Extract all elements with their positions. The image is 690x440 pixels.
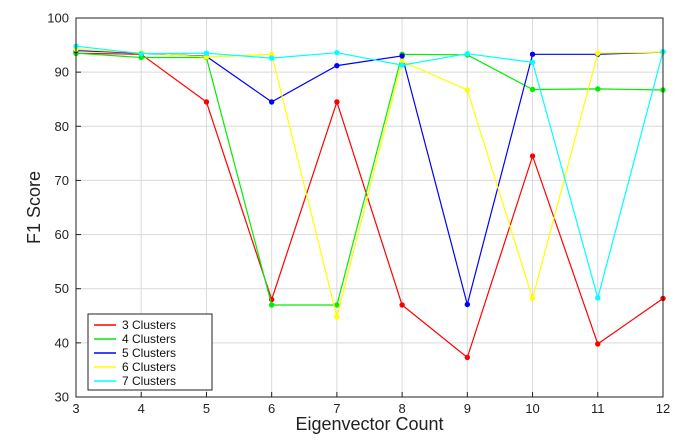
y-tick-label: 30 [55, 390, 69, 405]
x-tick-label: 5 [203, 401, 210, 416]
legend-label: 5 Clusters [122, 346, 176, 360]
series-5 [73, 43, 666, 301]
data-point [529, 86, 536, 93]
x-tick-label: 7 [333, 401, 340, 416]
data-point [268, 99, 275, 105]
data-point [268, 55, 275, 61]
data-point [529, 51, 536, 57]
data-point [529, 59, 536, 66]
legend-item: 5 Clusters [94, 346, 176, 360]
data-point [399, 53, 405, 59]
data-point [464, 87, 471, 93]
x-tick-label: 9 [464, 401, 471, 416]
series-line [75, 52, 664, 306]
data-point [138, 54, 144, 61]
data-point [268, 302, 275, 308]
series-line [75, 45, 664, 301]
x-tick-label: 8 [398, 401, 405, 416]
x-tick-label: 6 [268, 401, 275, 416]
data-point [464, 354, 471, 361]
legend-item: 3 Clusters [94, 318, 176, 332]
series-line [75, 48, 664, 318]
x-tick-label: 12 [656, 401, 670, 416]
legend-box [87, 313, 213, 391]
data-point [334, 49, 340, 56]
data-point [203, 54, 210, 60]
legend-label: 7 Clusters [122, 374, 176, 388]
data-point [464, 301, 471, 308]
x-tick-label: 10 [525, 401, 539, 416]
data-point [399, 62, 405, 68]
data-point [203, 50, 210, 56]
data-point [464, 51, 471, 57]
y-axis-title: F1 Score [24, 171, 44, 244]
series-2 [73, 50, 666, 308]
data-point [334, 302, 340, 308]
x-axis-title: Eigenvector Count [295, 414, 443, 434]
legend-label: 3 Clusters [122, 318, 176, 332]
data-point [595, 295, 601, 301]
y-tick-label: 100 [47, 11, 69, 26]
legend-item: 7 Clusters [94, 374, 176, 388]
data-point [334, 62, 340, 69]
legend-label: 4 Clusters [122, 332, 176, 346]
data-point [595, 50, 601, 56]
series-4 [73, 46, 666, 320]
data-point [268, 51, 275, 57]
x-tick-label: 4 [138, 401, 145, 416]
legend-item: 4 Clusters [94, 332, 176, 346]
y-tick-label: 80 [55, 119, 69, 134]
legend-item: 6 Clusters [94, 360, 176, 374]
tick-labels: 30 40 50 60 70 80 90 100 3 4 5 6 7 8 9 10 11 12 [47, 11, 670, 417]
y-tick-label: 50 [55, 281, 69, 296]
data-point [399, 302, 405, 308]
data-point [529, 153, 536, 159]
y-tick-label: 90 [55, 65, 69, 80]
data-point [595, 341, 601, 347]
data-point [399, 58, 405, 65]
data-point [529, 295, 536, 302]
series-group [73, 43, 666, 361]
x-tick-label: 11 [591, 401, 605, 416]
data-point [334, 314, 340, 320]
data-point [138, 51, 144, 57]
y-tick-label: 70 [55, 173, 69, 188]
data-point [595, 86, 601, 92]
series-line [75, 52, 664, 359]
data-point [203, 99, 210, 105]
legend-label: 6 Clusters [122, 360, 176, 374]
plot-frame [75, 17, 664, 398]
y-tick-label: 40 [55, 335, 69, 350]
data-point [334, 99, 340, 105]
grid [75, 17, 664, 398]
y-tick-label: 60 [55, 227, 69, 242]
x-tick-label: 3 [72, 401, 79, 416]
